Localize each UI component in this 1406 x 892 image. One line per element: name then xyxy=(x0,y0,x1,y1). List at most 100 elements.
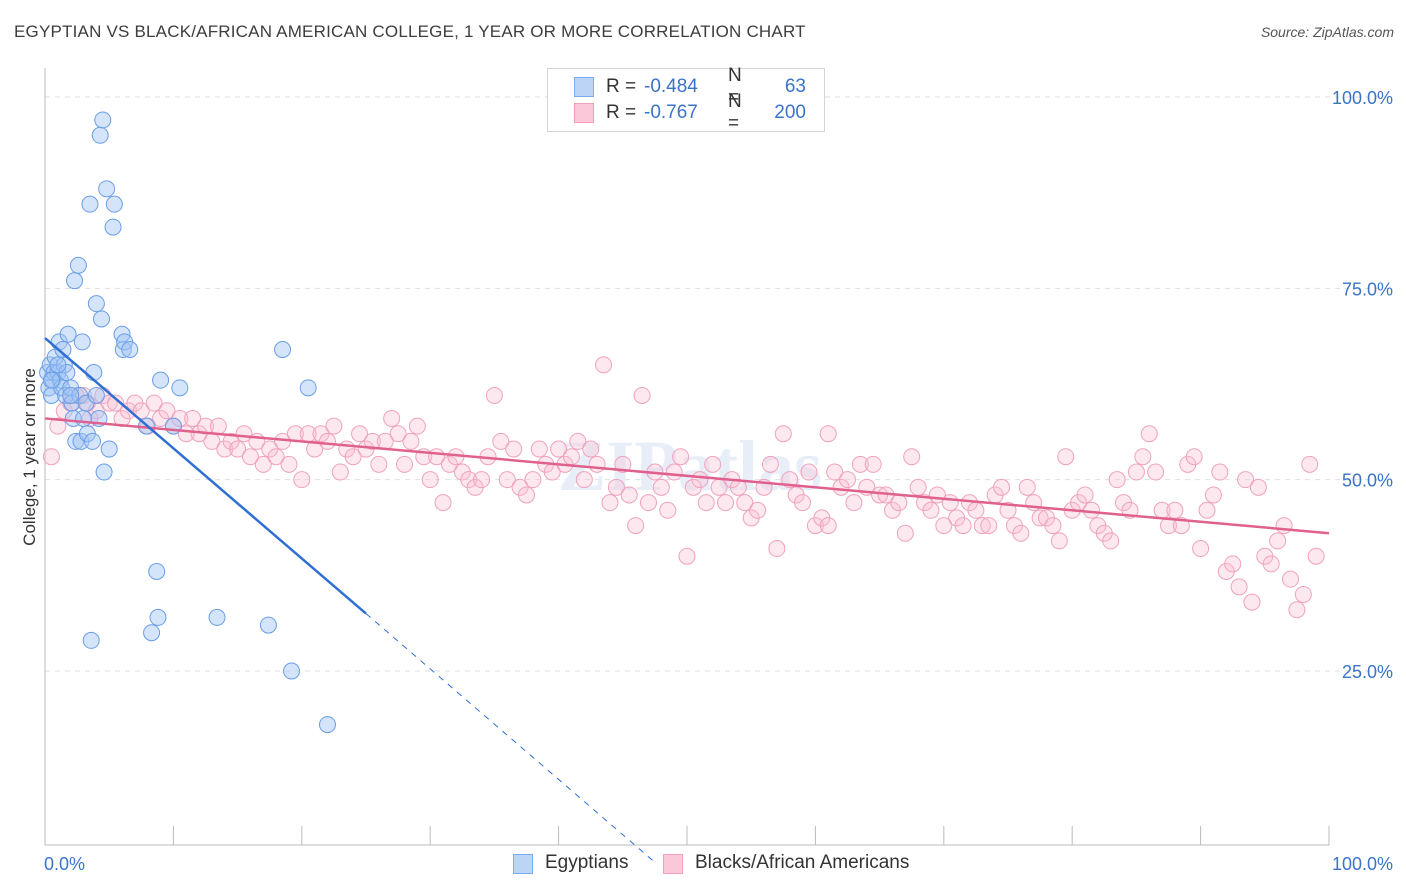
blacks-point xyxy=(1224,555,1242,573)
blacks-point xyxy=(184,409,202,427)
blacks-point xyxy=(485,386,503,404)
blacks-point xyxy=(158,402,176,420)
blacks-point xyxy=(736,494,754,512)
y-tick-label: 50.0% xyxy=(1342,471,1393,491)
blacks-point xyxy=(505,440,523,458)
blacks-point xyxy=(903,448,921,466)
blacks-point xyxy=(819,425,837,443)
blacks-point xyxy=(839,471,856,489)
blacks-point xyxy=(749,501,767,519)
egyptians-point xyxy=(94,111,112,129)
blacks-point xyxy=(1018,478,1036,496)
blacks-point xyxy=(293,471,311,489)
r-label: R = xyxy=(606,76,637,97)
blacks-point xyxy=(633,386,651,404)
blacks-point xyxy=(1211,463,1229,481)
blacks-point xyxy=(1204,486,1222,504)
egyptians-point xyxy=(42,371,60,389)
blacks-point xyxy=(575,471,593,489)
egyptians-point xyxy=(164,417,182,435)
blacks-point xyxy=(672,448,690,466)
blacks-point xyxy=(408,417,426,435)
blacks-point xyxy=(1147,463,1165,481)
chart-title: EGYPTIAN VS BLACK/AFRICAN AMERICAN COLLE… xyxy=(14,22,806,41)
blacks-point xyxy=(761,455,779,473)
blacks-point xyxy=(325,417,343,435)
blacks-point xyxy=(280,455,298,473)
egyptians-point xyxy=(143,624,161,642)
blacks-point xyxy=(229,440,247,458)
blacks-point xyxy=(389,425,407,443)
blacks-point xyxy=(351,425,369,443)
egyptians-point xyxy=(104,218,122,236)
n-value: 200 xyxy=(774,102,806,123)
egyptians-swatch xyxy=(574,77,594,97)
egyptians-point xyxy=(171,379,189,397)
blacks-point xyxy=(627,517,645,535)
blacks-trendline xyxy=(44,417,1330,535)
egyptians-trendline xyxy=(44,337,367,615)
blacks-point xyxy=(665,463,683,481)
blacks-point xyxy=(1185,448,1203,466)
blacks-point xyxy=(601,494,619,512)
egyptians-point xyxy=(121,341,139,359)
egyptians-point xyxy=(54,341,72,359)
blacks-point xyxy=(845,494,863,512)
egyptians-trendline-extension xyxy=(365,613,656,863)
egyptians-point xyxy=(92,310,110,328)
blacks-point xyxy=(42,448,60,466)
blacks-point xyxy=(588,455,606,473)
blacks-point xyxy=(1281,570,1299,588)
blacks-point xyxy=(890,494,908,512)
blacks-point xyxy=(652,478,670,496)
egyptians-point xyxy=(98,180,116,198)
blacks-point xyxy=(1134,448,1152,466)
egyptians-point xyxy=(62,386,80,404)
blacks-point xyxy=(794,494,812,512)
r-label: R = xyxy=(606,102,637,123)
n-value: 63 xyxy=(784,76,806,97)
egyptians-point xyxy=(95,463,113,481)
blacks-point xyxy=(774,425,792,443)
blacks-point xyxy=(363,432,381,450)
y-axis-label: College, 1 year or more xyxy=(20,368,39,546)
blacks-point xyxy=(473,471,491,489)
blacks-point xyxy=(999,501,1017,519)
egyptians-point xyxy=(91,126,109,144)
blacks-point xyxy=(909,478,927,496)
blacks-point xyxy=(1307,547,1325,565)
blacks-point xyxy=(980,517,998,535)
blacks-point xyxy=(678,547,696,565)
blacks-point xyxy=(1050,532,1068,550)
blacks-point xyxy=(518,486,535,504)
blacks-point xyxy=(607,478,625,496)
egyptians-swatch xyxy=(513,854,533,874)
blacks-point xyxy=(826,463,844,481)
egyptians-point xyxy=(75,409,93,427)
blacks-point xyxy=(524,471,542,489)
blacks-point xyxy=(620,486,638,504)
blacks-point xyxy=(1192,540,1210,558)
egyptians-point xyxy=(85,364,103,382)
blacks-point xyxy=(1275,517,1293,535)
blacks-point xyxy=(318,432,336,450)
blacks-point xyxy=(402,432,420,450)
blacks-point xyxy=(132,402,150,420)
blacks-point xyxy=(209,417,227,435)
egyptians-point xyxy=(208,608,226,626)
blacks-point xyxy=(370,455,388,473)
blacks-point xyxy=(697,494,715,512)
egyptians-point xyxy=(299,379,317,397)
blacks-point xyxy=(197,417,214,435)
blacks-point xyxy=(659,501,677,519)
egyptians-point xyxy=(73,333,91,351)
egyptians-point xyxy=(283,662,301,680)
blacks-point xyxy=(492,432,510,450)
n-label: N = xyxy=(728,65,742,108)
blacks-point xyxy=(145,394,163,412)
blacks-point xyxy=(434,494,452,512)
blacks-point xyxy=(704,455,722,473)
blacks-point xyxy=(941,494,959,512)
y-tick-label: 75.0% xyxy=(1342,279,1393,299)
